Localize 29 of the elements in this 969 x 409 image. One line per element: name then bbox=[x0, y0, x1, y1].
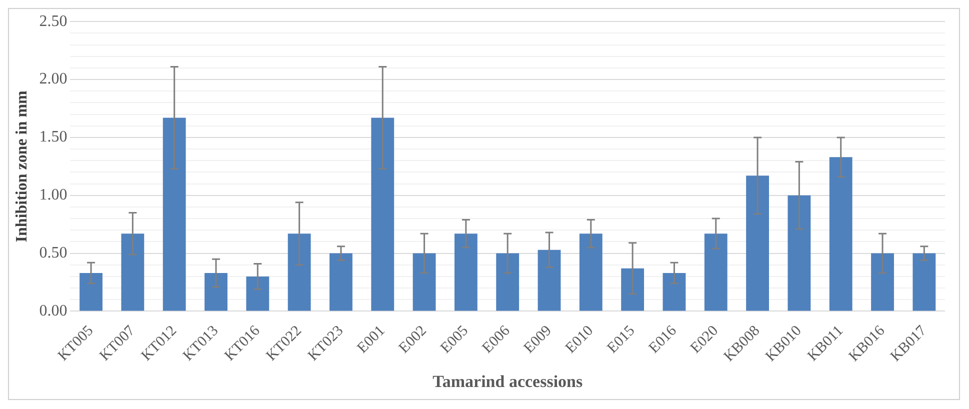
bar bbox=[454, 234, 478, 311]
y-tick-label: 0.00 bbox=[39, 302, 68, 320]
bar bbox=[538, 250, 561, 311]
y-tick-label: 2.00 bbox=[39, 70, 68, 88]
x-axis-title: Tamarind accessions bbox=[432, 372, 583, 392]
bar bbox=[912, 253, 936, 311]
bar bbox=[330, 253, 352, 311]
bar bbox=[704, 234, 728, 311]
y-tick-label: 2.50 bbox=[39, 12, 68, 30]
bar bbox=[204, 272, 228, 311]
bar bbox=[579, 234, 602, 311]
y-tick-label: 1.50 bbox=[39, 128, 68, 146]
bar bbox=[412, 253, 436, 311]
bar bbox=[80, 272, 102, 311]
bar bbox=[246, 276, 270, 311]
bar bbox=[829, 157, 852, 311]
bar bbox=[621, 268, 644, 311]
bar bbox=[662, 272, 686, 311]
bar bbox=[871, 253, 894, 311]
y-tick-label: 1.00 bbox=[39, 186, 68, 204]
y-tick-label: 0.50 bbox=[39, 244, 68, 262]
bar bbox=[162, 118, 186, 311]
bar bbox=[788, 195, 811, 311]
bar bbox=[288, 234, 311, 311]
y-axis-title: Inhibition zone in mm bbox=[14, 90, 31, 242]
bar bbox=[496, 253, 520, 311]
bar bbox=[121, 234, 144, 311]
bar bbox=[746, 176, 769, 311]
bar bbox=[371, 118, 394, 311]
